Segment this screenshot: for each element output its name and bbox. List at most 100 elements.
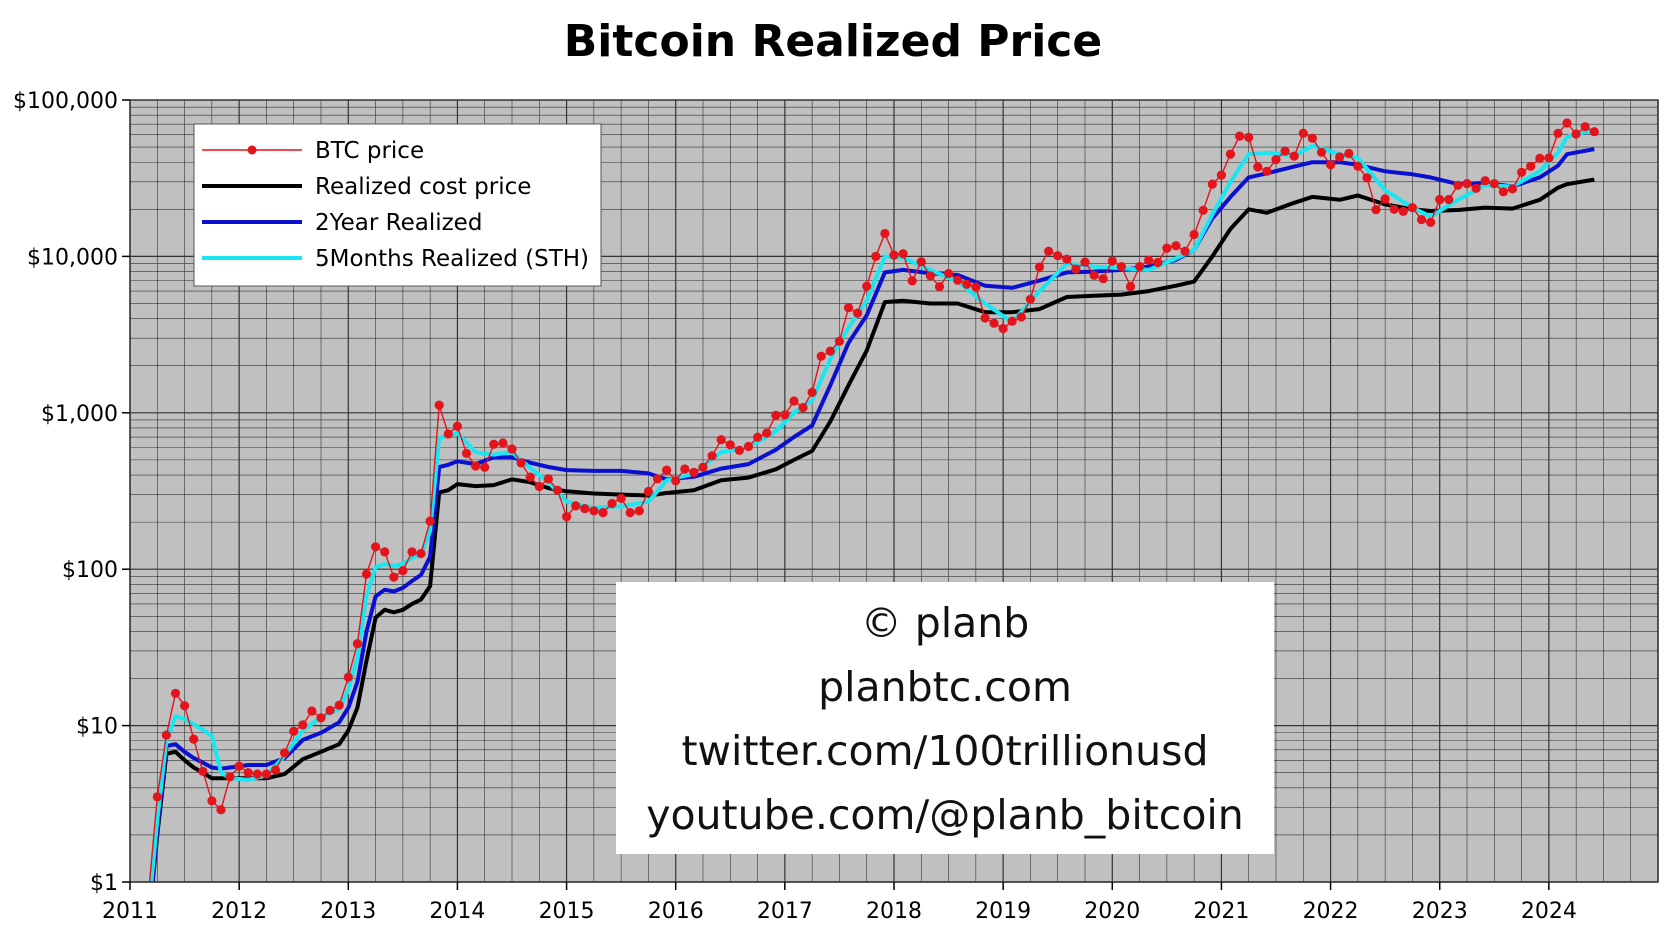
watermark-box: [616, 582, 1274, 854]
data-point-btc-price: [1171, 241, 1181, 251]
data-point-btc-price: [261, 769, 271, 779]
watermark-youtube: youtube.com/@planb_bitcoin: [646, 791, 1244, 839]
data-point-btc-price: [1198, 205, 1208, 215]
data-point-btc-price: [1562, 118, 1572, 128]
data-point-btc-price: [1098, 274, 1108, 284]
y-tick-label: $100: [62, 558, 118, 583]
data-point-btc-price: [1471, 183, 1481, 193]
data-point-btc-price: [716, 435, 726, 445]
data-point-btc-price: [616, 493, 626, 503]
data-point-btc-price: [361, 569, 372, 579]
watermark-website: planbtc.com: [818, 663, 1072, 711]
data-point-btc-price: [243, 768, 253, 778]
data-point-btc-price: [1153, 257, 1163, 268]
watermark: © planb planbtc.com twitter.com/100trill…: [616, 582, 1274, 854]
series-layer: [148, 118, 1599, 882]
data-point-btc-price: [534, 481, 544, 492]
data-point-btc-price: [1526, 161, 1536, 171]
data-point-btc-price: [889, 250, 899, 260]
data-point-btc-price: [198, 766, 208, 776]
data-point-btc-price: [1107, 256, 1117, 266]
data-point-btc-price: [1489, 179, 1499, 189]
data-point-btc-price: [1062, 254, 1072, 264]
data-point-btc-price: [962, 279, 972, 289]
data-point-btc-price: [980, 313, 990, 323]
data-point-btc-price: [1307, 133, 1317, 143]
data-point-btc-price: [1316, 147, 1327, 157]
data-point-btc-price: [798, 403, 808, 413]
data-point-btc-price: [325, 705, 335, 716]
data-point-btc-price: [825, 346, 835, 356]
data-point-btc-price: [270, 765, 281, 775]
data-point-btc-price: [307, 706, 317, 716]
data-point-btc-price: [934, 282, 945, 292]
data-point-btc-price: [234, 761, 244, 771]
data-point-btc-price: [1244, 132, 1254, 142]
legend-label-btc-price: BTC price: [315, 138, 424, 164]
data-point-btc-price: [562, 511, 572, 522]
data-point-btc-price: [1034, 262, 1045, 272]
data-point-btc-price: [1398, 206, 1408, 216]
data-point-btc-price: [1335, 152, 1345, 162]
data-point-btc-price: [1544, 153, 1554, 163]
data-point-btc-price: [161, 730, 171, 740]
data-point-btc-price: [1362, 173, 1372, 183]
data-point-btc-price: [780, 410, 790, 420]
x-tick-label: 2023: [1412, 899, 1468, 924]
data-point-btc-price: [1025, 294, 1035, 304]
data-point-btc-price: [170, 688, 181, 698]
data-point-btc-price: [480, 462, 490, 472]
series-line-realized-cost-price: [150, 177, 1595, 882]
x-tick-label: 2022: [1303, 899, 1359, 924]
data-point-btc-price: [289, 726, 299, 736]
data-point-btc-price: [343, 672, 353, 682]
data-point-btc-price: [1016, 312, 1026, 322]
data-point-btc-price: [753, 432, 763, 442]
x-tick-label: 2018: [866, 899, 922, 924]
series-group: [148, 118, 1599, 882]
data-point-btc-price: [1535, 153, 1545, 163]
data-point-btc-price: [1189, 229, 1199, 240]
y-tick-label: $10: [76, 715, 118, 740]
data-point-btc-price: [880, 228, 890, 239]
data-point-btc-price: [652, 474, 663, 484]
y-tick-label: $10,000: [27, 245, 118, 270]
data-point-btc-price: [489, 439, 499, 449]
watermark-twitter: twitter.com/100trillionusd: [681, 727, 1208, 775]
data-point-btc-price: [1435, 194, 1445, 205]
series-line-btc-price: [148, 122, 1595, 882]
data-point-btc-price: [1553, 128, 1563, 138]
data-point-btc-price: [498, 438, 508, 448]
legend-label-realized-cost-price: Realized cost price: [315, 174, 531, 200]
data-point-btc-price: [152, 792, 162, 802]
data-point-btc-price: [580, 504, 590, 514]
data-point-btc-price: [280, 748, 290, 758]
data-point-btc-price: [1007, 316, 1017, 326]
data-point-btc-price: [1053, 251, 1063, 261]
data-point-btc-price: [380, 547, 390, 557]
data-point-btc-price: [1344, 148, 1354, 159]
data-point-btc-price: [834, 336, 845, 346]
data-point-btc-price: [389, 572, 399, 582]
x-tick-label: 2014: [429, 899, 485, 924]
data-point-btc-price: [443, 429, 453, 439]
x-tick-label: 2024: [1521, 899, 1577, 924]
data-point-btc-price: [434, 400, 444, 410]
data-point-btc-price: [1389, 204, 1399, 214]
legend-item-5months-realized: 5Months Realized (STH): [202, 246, 589, 272]
data-point-btc-price: [571, 501, 581, 511]
data-point-btc-price: [1380, 194, 1390, 204]
data-point-btc-price: [1462, 179, 1472, 189]
data-point-btc-price: [1207, 179, 1217, 189]
data-point-btc-price: [843, 303, 854, 313]
data-point-btc-price: [898, 249, 908, 259]
data-point-btc-price: [1426, 217, 1436, 227]
data-point-btc-price: [371, 542, 381, 552]
data-point-btc-price: [1371, 205, 1381, 215]
data-point-btc-price: [916, 257, 926, 267]
legend-label-2year-realized: 2Year Realized: [315, 210, 482, 236]
legend-marker-btc-price: [247, 145, 257, 155]
data-point-btc-price: [598, 507, 608, 518]
data-point-btc-price: [1416, 215, 1427, 225]
